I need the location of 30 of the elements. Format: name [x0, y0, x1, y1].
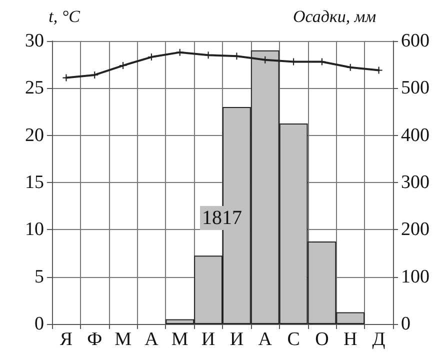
x-tick-label: С: [287, 329, 300, 350]
y2-tick-label: 600: [401, 30, 430, 52]
y2-tick-label: 300: [401, 172, 430, 193]
y2-tick-label: 100: [401, 266, 430, 288]
y-tick-label: 25: [25, 78, 44, 99]
x-tick-label: И: [230, 329, 244, 350]
x-tick-label: Д: [372, 329, 386, 350]
y-tick-label: 0: [34, 314, 44, 334]
x-tick-label: А: [258, 329, 272, 350]
y2-tick-label: 400: [401, 124, 430, 146]
x-tick-label: М: [171, 329, 188, 350]
x-tick-label: А: [144, 329, 159, 350]
y-tick-label: 20: [25, 124, 44, 146]
point: [375, 66, 382, 74]
y-tick-label: 30: [25, 30, 44, 52]
y-axis-title: t, °C: [48, 7, 81, 26]
x-tick-label: Ф: [87, 329, 102, 350]
y2-axis-title: Осадки, мм: [293, 7, 376, 26]
x-tick-label: Я: [60, 329, 73, 350]
x-tick-label: Н: [344, 329, 358, 350]
x-tick-label: М: [114, 329, 132, 350]
y2-tick-label: 0: [401, 314, 410, 334]
x-tick-label: О: [315, 329, 329, 350]
y-tick-label: 10: [25, 219, 44, 240]
x-tick-label: И: [201, 329, 216, 350]
y2-tick-label: 500: [401, 78, 430, 99]
y-tick-label: 5: [34, 266, 44, 288]
y2-tick-label: 200: [401, 219, 430, 240]
y-tick-label: 15: [25, 172, 44, 193]
annotation: 1817: [202, 207, 242, 229]
